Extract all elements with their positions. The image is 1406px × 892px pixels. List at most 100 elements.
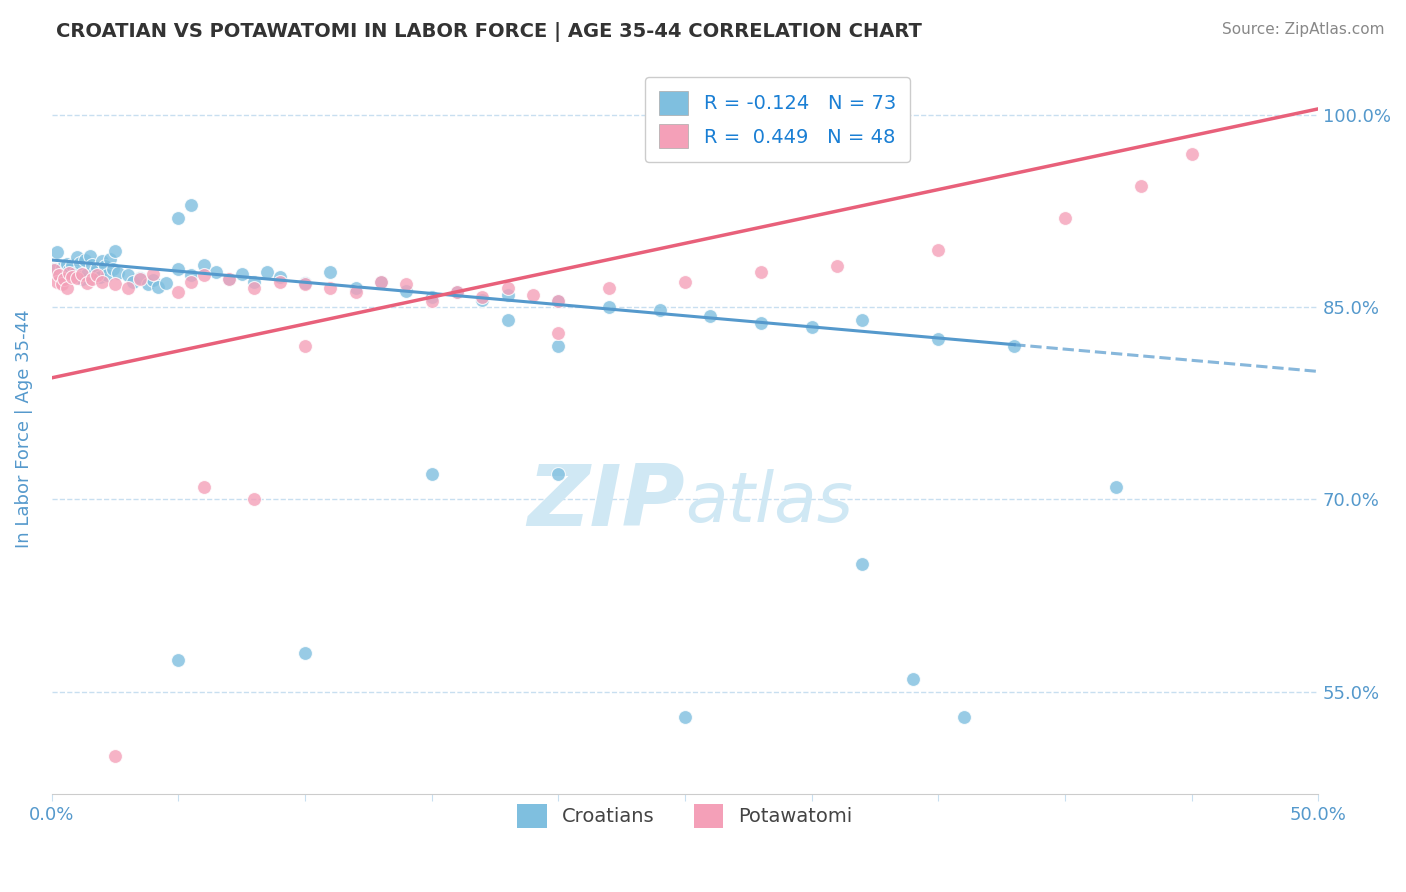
Point	[69, 255, 91, 269]
Point	[344, 281, 367, 295]
Point	[256, 264, 278, 278]
Point	[319, 264, 342, 278]
Point	[167, 652, 190, 666]
Point	[547, 467, 569, 481]
Point	[44, 262, 66, 277]
Point	[673, 710, 696, 724]
Point	[121, 275, 143, 289]
Point	[73, 252, 96, 267]
Point	[319, 281, 342, 295]
Text: Source: ZipAtlas.com: Source: ZipAtlas.com	[1222, 22, 1385, 37]
Point	[269, 275, 291, 289]
Point	[749, 316, 772, 330]
Point	[699, 310, 721, 324]
Point	[82, 272, 104, 286]
Point	[60, 258, 83, 272]
Point	[1180, 146, 1202, 161]
Point	[446, 285, 468, 299]
Point	[496, 287, 519, 301]
Point	[53, 272, 76, 286]
Point	[48, 267, 70, 281]
Point	[86, 260, 108, 275]
Point	[294, 339, 316, 353]
Point	[1053, 211, 1076, 225]
Point	[193, 268, 215, 283]
Point	[136, 277, 159, 292]
Point	[952, 710, 974, 724]
Point	[63, 266, 86, 280]
Point	[243, 275, 266, 289]
Point	[496, 313, 519, 327]
Point	[96, 268, 118, 283]
Point	[89, 269, 111, 284]
Point	[167, 262, 190, 277]
Point	[104, 244, 127, 258]
Text: CROATIAN VS POTAWATOMI IN LABOR FORCE | AGE 35-44 CORRELATION CHART: CROATIAN VS POTAWATOMI IN LABOR FORCE | …	[56, 22, 922, 42]
Point	[370, 275, 392, 289]
Point	[294, 276, 316, 290]
Point	[927, 332, 949, 346]
Point	[193, 480, 215, 494]
Point	[167, 211, 190, 225]
Point	[83, 264, 105, 278]
Point	[471, 290, 494, 304]
Point	[547, 293, 569, 308]
Point	[420, 293, 443, 308]
Point	[98, 252, 121, 266]
Point	[800, 319, 823, 334]
Point	[749, 264, 772, 278]
Point	[344, 285, 367, 299]
Point	[48, 268, 70, 283]
Point	[927, 243, 949, 257]
Point	[70, 272, 93, 286]
Point	[370, 275, 392, 289]
Point	[58, 263, 80, 277]
Point	[117, 268, 139, 283]
Point	[45, 275, 67, 289]
Point	[420, 290, 443, 304]
Point	[193, 258, 215, 272]
Point	[56, 281, 79, 295]
Text: atlas: atlas	[685, 468, 853, 535]
Point	[218, 272, 240, 286]
Point	[60, 269, 83, 284]
Point	[66, 251, 89, 265]
Point	[56, 257, 79, 271]
Point	[129, 272, 152, 286]
Point	[243, 281, 266, 295]
Point	[51, 260, 73, 275]
Point	[395, 284, 418, 298]
Y-axis label: In Labor Force | Age 35-44: In Labor Force | Age 35-44	[15, 310, 32, 549]
Point	[851, 557, 873, 571]
Point	[395, 277, 418, 292]
Point	[294, 277, 316, 292]
Point	[107, 266, 129, 280]
Point	[851, 313, 873, 327]
Point	[420, 467, 443, 481]
Point	[547, 339, 569, 353]
Point	[547, 326, 569, 340]
Point	[598, 301, 620, 315]
Point	[294, 646, 316, 660]
Point	[82, 258, 104, 272]
Text: ZIP: ZIP	[527, 460, 685, 543]
Point	[79, 249, 101, 263]
Point	[58, 266, 80, 280]
Point	[94, 260, 117, 274]
Point	[205, 264, 228, 278]
Point	[104, 748, 127, 763]
Point	[825, 260, 848, 274]
Point	[231, 267, 253, 281]
Point	[66, 271, 89, 285]
Point	[70, 267, 93, 281]
Point	[180, 275, 202, 289]
Point	[117, 281, 139, 295]
Point	[1002, 339, 1025, 353]
Point	[547, 293, 569, 308]
Point	[1129, 178, 1152, 193]
Point	[91, 275, 114, 289]
Point	[51, 277, 73, 292]
Point	[901, 672, 924, 686]
Point	[269, 269, 291, 284]
Point	[76, 276, 98, 290]
